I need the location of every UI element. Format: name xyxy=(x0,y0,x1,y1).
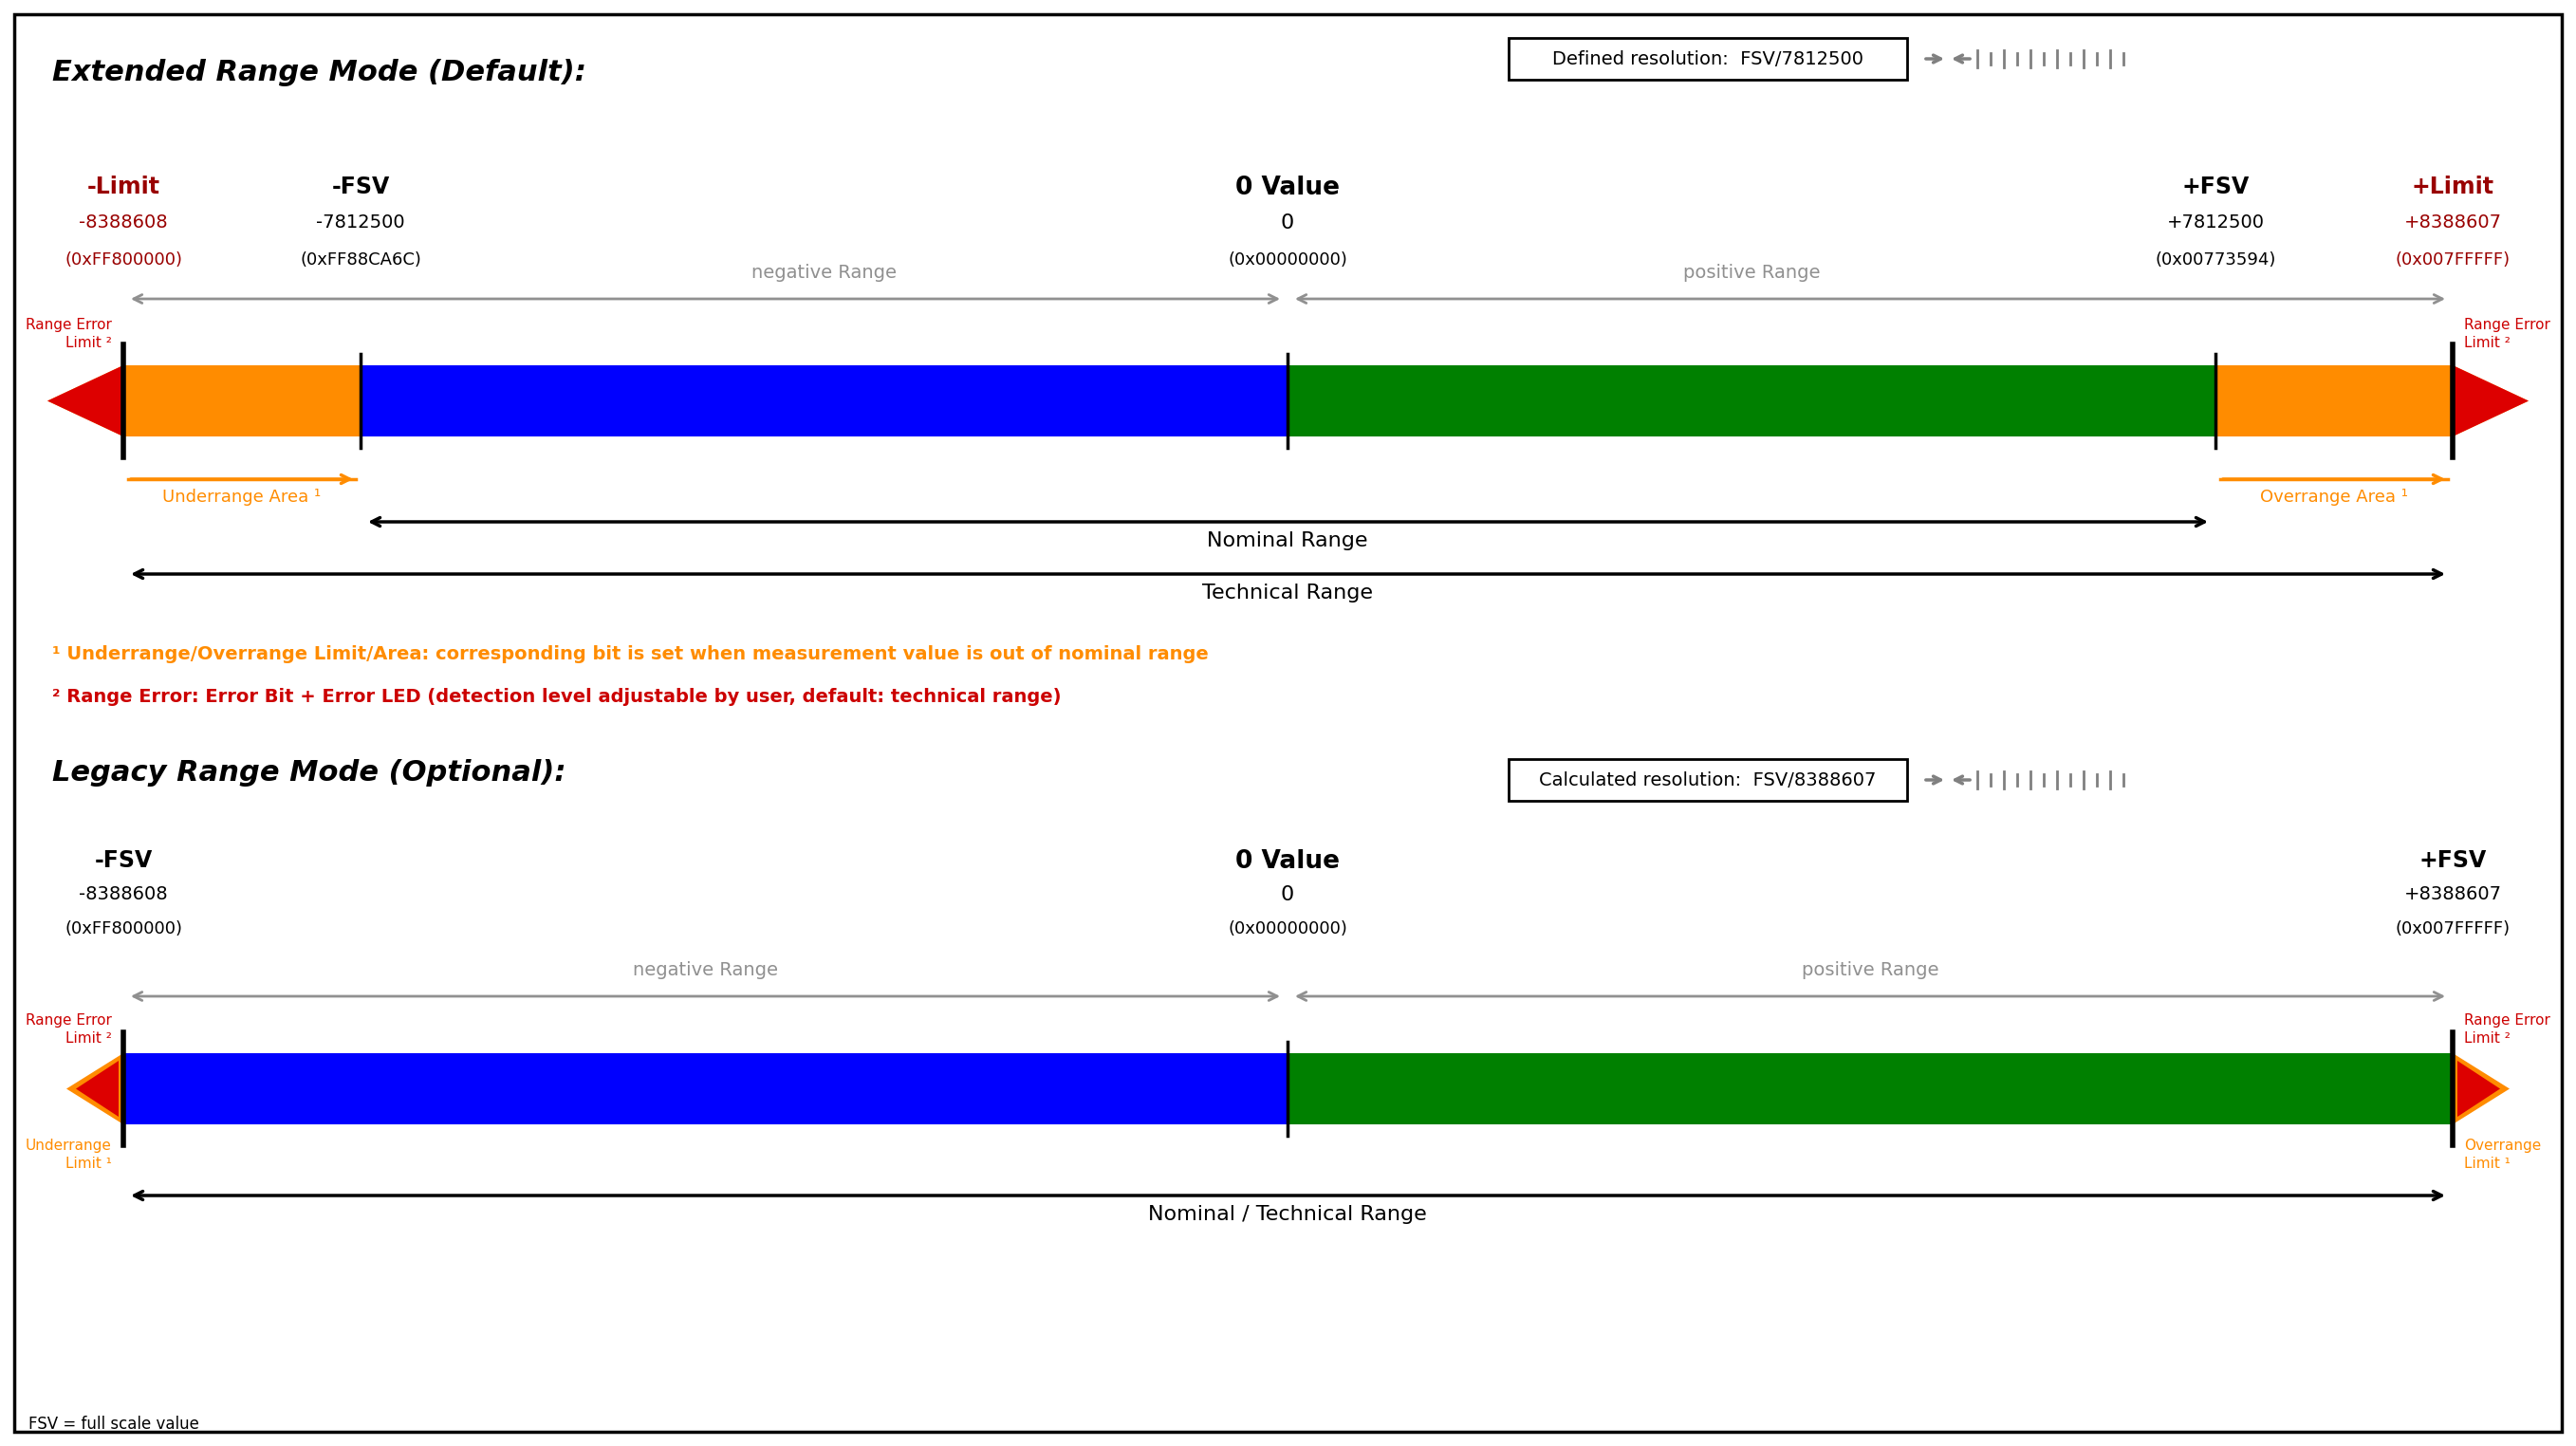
Polygon shape xyxy=(67,1053,124,1125)
Text: Nominal Range: Nominal Range xyxy=(1208,531,1368,551)
Text: 0 Value: 0 Value xyxy=(1236,849,1340,873)
Text: FSV = full scale value: FSV = full scale value xyxy=(28,1416,198,1433)
Text: -8388608: -8388608 xyxy=(80,214,167,231)
Text: -8388608: -8388608 xyxy=(80,885,167,904)
Text: -FSV: -FSV xyxy=(95,849,152,872)
Text: -7812500: -7812500 xyxy=(317,214,404,231)
Polygon shape xyxy=(2458,1061,2501,1116)
Text: Overrange
Limit ¹: Overrange Limit ¹ xyxy=(2465,1138,2540,1170)
Text: Range Error
Limit ²: Range Error Limit ² xyxy=(2465,318,2550,350)
Text: negative Range: negative Range xyxy=(634,962,778,979)
Text: (0xFF800000): (0xFF800000) xyxy=(64,920,183,937)
Text: (0xFF88CA6C): (0xFF88CA6C) xyxy=(299,252,422,269)
Text: (0x007FFFFF): (0x007FFFFF) xyxy=(2396,920,2509,937)
Text: -Limit: -Limit xyxy=(88,175,160,198)
Bar xyxy=(1510,759,1906,801)
Text: +Limit: +Limit xyxy=(2411,175,2494,198)
Polygon shape xyxy=(46,366,124,437)
Text: ¹ Underrange/Overrange Limit/Area: corresponding bit is set when measurement val: ¹ Underrange/Overrange Limit/Area: corre… xyxy=(52,645,1208,664)
Text: Legacy Range Mode (Optional):: Legacy Range Mode (Optional): xyxy=(52,759,567,787)
Bar xyxy=(361,366,1288,437)
Polygon shape xyxy=(46,366,361,437)
Text: +FSV: +FSV xyxy=(2419,849,2486,872)
Text: Defined resolution:  FSV/7812500: Defined resolution: FSV/7812500 xyxy=(1553,49,1862,68)
Text: (0x00773594): (0x00773594) xyxy=(2156,252,2275,269)
Text: (0x00000000): (0x00000000) xyxy=(1229,920,1347,937)
Bar xyxy=(1288,366,2215,437)
Text: -FSV: -FSV xyxy=(332,175,389,198)
Polygon shape xyxy=(2452,366,2530,437)
Text: 0 Value: 0 Value xyxy=(1236,175,1340,200)
Text: Range Error
Limit ²: Range Error Limit ² xyxy=(2465,1014,2550,1045)
Text: Extended Range Mode (Default):: Extended Range Mode (Default): xyxy=(52,59,587,87)
Bar xyxy=(124,1053,1288,1125)
Polygon shape xyxy=(75,1061,118,1116)
Bar xyxy=(1510,38,1906,80)
Polygon shape xyxy=(2215,366,2530,437)
Text: +7812500: +7812500 xyxy=(2166,214,2264,231)
Text: Technical Range: Technical Range xyxy=(1203,584,1373,603)
Text: 0: 0 xyxy=(1280,214,1293,233)
Text: Nominal / Technical Range: Nominal / Technical Range xyxy=(1149,1205,1427,1223)
Text: Underrange Area ¹: Underrange Area ¹ xyxy=(162,489,322,506)
Text: (0xFF800000): (0xFF800000) xyxy=(64,252,183,269)
Text: positive Range: positive Range xyxy=(1682,263,1821,282)
Text: (0x00000000): (0x00000000) xyxy=(1229,252,1347,269)
Text: Underrange
Limit ¹: Underrange Limit ¹ xyxy=(26,1138,111,1170)
Text: +FSV: +FSV xyxy=(2182,175,2249,198)
Polygon shape xyxy=(2452,1053,2509,1125)
Text: Calculated resolution:  FSV/8388607: Calculated resolution: FSV/8388607 xyxy=(1540,771,1875,790)
Text: 0: 0 xyxy=(1280,885,1293,904)
Text: Range Error
Limit ²: Range Error Limit ² xyxy=(26,1014,111,1045)
Text: ² Range Error: Error Bit + Error LED (detection level adjustable by user, defaul: ² Range Error: Error Bit + Error LED (de… xyxy=(52,688,1061,706)
Text: Overrange Area ¹: Overrange Area ¹ xyxy=(2259,489,2409,506)
Text: +8388607: +8388607 xyxy=(2403,885,2501,904)
Text: Range Error
Limit ²: Range Error Limit ² xyxy=(26,318,111,350)
Text: positive Range: positive Range xyxy=(1801,962,1940,979)
Text: +8388607: +8388607 xyxy=(2403,214,2501,231)
Text: (0x007FFFFF): (0x007FFFFF) xyxy=(2396,252,2509,269)
Bar xyxy=(1288,1053,2452,1125)
Text: negative Range: negative Range xyxy=(752,263,896,282)
